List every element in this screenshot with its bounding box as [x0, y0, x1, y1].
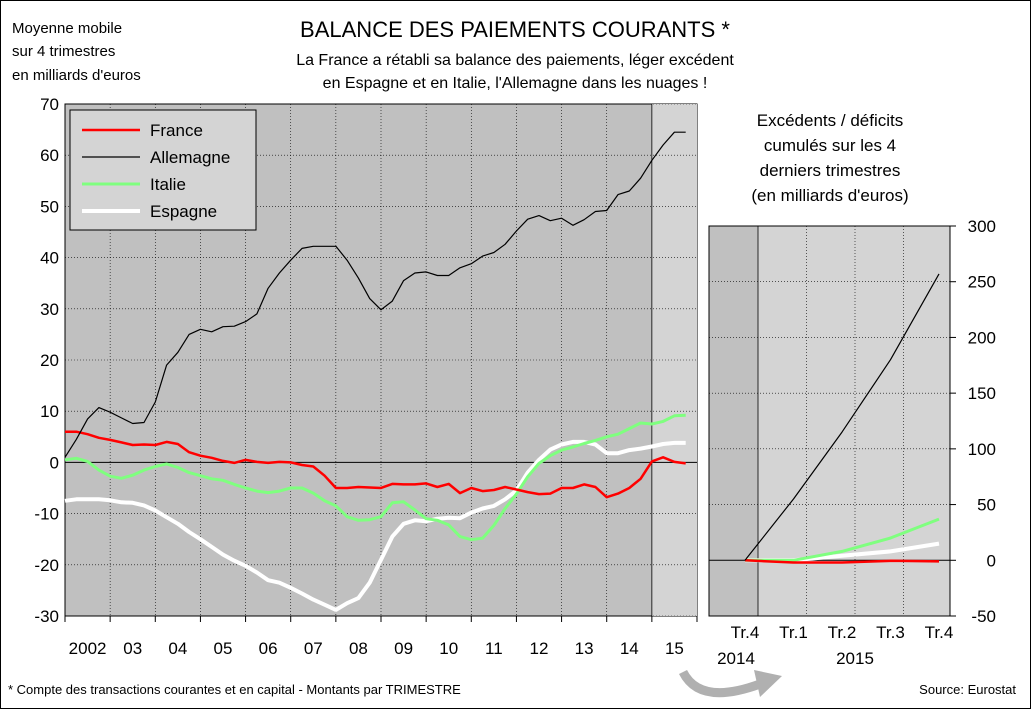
main-y-tick-label: -20 — [34, 556, 59, 575]
unit-label-line1: Moyenne mobile — [12, 20, 122, 37]
main-y-tick-label: 20 — [40, 351, 59, 370]
legend-label-espagne: Espagne — [150, 202, 217, 221]
legend-label-france: France — [150, 121, 203, 140]
side-y-tick-label: 0 — [987, 551, 996, 570]
side-y-tick-label: 50 — [977, 496, 996, 515]
curved-arrow-icon — [678, 669, 782, 698]
main-x-tick-label: 14 — [620, 639, 639, 658]
side-x-tick-label: Tr.4 — [925, 623, 954, 642]
side-year-label: 2015 — [836, 649, 874, 668]
side-y-tick-label: 150 — [968, 384, 996, 403]
main-x-tick-label: 04 — [168, 639, 187, 658]
unit-label-line3: en milliards d'euros — [12, 67, 141, 84]
main-y-tick-label: 70 — [40, 95, 59, 114]
side-x-tick-label: Tr.2 — [828, 623, 857, 642]
side-title-line: derniers trimestres — [760, 161, 901, 180]
side-title-line: cumulés sur les 4 — [764, 136, 896, 155]
chart-subtitle-line2: en Espagne et en Italie, l'Allemagne dan… — [323, 75, 708, 92]
side-y-tick-label: 300 — [968, 217, 996, 236]
main-x-tick-label: 07 — [304, 639, 323, 658]
side-x-tick-label: Tr.4 — [731, 623, 760, 642]
side-shaded-region — [709, 226, 758, 616]
main-x-tick-label: 08 — [349, 639, 368, 658]
main-x-tick-label: 11 — [485, 639, 503, 658]
side-y-tick-label: 250 — [968, 273, 996, 292]
side-title-line: (en milliards d'euros) — [751, 186, 908, 205]
side-series-allemagne — [744, 273, 940, 561]
footnote: * Compte des transactions courantes et e… — [8, 682, 461, 697]
main-x-tick-label: 09 — [394, 639, 413, 658]
main-series-italie — [64, 413, 686, 542]
main-x-tick-label: 03 — [123, 639, 142, 658]
side-series-italie — [745, 517, 940, 562]
main-y-tick-label: -30 — [34, 607, 59, 626]
main-y-tick-label: 60 — [40, 146, 59, 165]
main-series-france — [65, 430, 686, 499]
side-cumulative-chart: Excédents / déficits cumulés sur les 4 der… — [708, 111, 996, 668]
main-series-allemagne — [64, 131, 686, 458]
main-x-tick-label: 06 — [259, 639, 278, 658]
main-y-tick-label: 40 — [40, 249, 59, 268]
legend-label-allemagne: Allemagne — [150, 148, 230, 167]
main-series-espagne — [64, 439, 686, 612]
side-y-tick-label: -50 — [971, 607, 996, 626]
main-x-tick-label: 12 — [530, 639, 549, 658]
main-legend: France Allemagne Italie Espagne — [69, 109, 257, 231]
side-x-tick-label: Tr.3 — [876, 623, 905, 642]
side-x-tick-label: Tr.1 — [779, 623, 808, 642]
main-y-tick-label: 0 — [50, 453, 59, 472]
chart-title: BALANCE DES PAIEMENTS COURANTS * — [300, 17, 730, 42]
unit-label-line2: sur 4 trimestres — [12, 43, 115, 60]
main-line-chart: 70 60 50 40 30 20 10 0 -10 -20 -30 2002 03 04 05 06 07 08… — [34, 95, 698, 658]
main-y-tick-label: 50 — [40, 197, 59, 216]
legend-label-italie: Italie — [150, 175, 186, 194]
chart-subtitle-line1: La France a rétabli sa balance des paiem… — [296, 52, 734, 69]
side-series-france — [744, 559, 940, 564]
main-x-tick-label: 10 — [439, 639, 458, 658]
side-y-tick-label: 200 — [968, 328, 996, 347]
main-x-tick-label: 15 — [665, 639, 684, 658]
main-y-tick-label: 30 — [40, 300, 59, 319]
side-year-label: 2014 — [717, 649, 755, 668]
main-x-tick-label: 13 — [575, 639, 594, 658]
main-y-tick-label: 10 — [40, 402, 59, 421]
side-y-tick-label: 100 — [968, 440, 996, 459]
main-y-tick-label: -10 — [34, 505, 59, 524]
side-title-line: Excédents / déficits — [757, 111, 903, 130]
source-note: Source: Eurostat — [919, 682, 1016, 697]
main-x-tick-label: 05 — [214, 639, 233, 658]
main-x-tick-label: 2002 — [69, 639, 107, 658]
